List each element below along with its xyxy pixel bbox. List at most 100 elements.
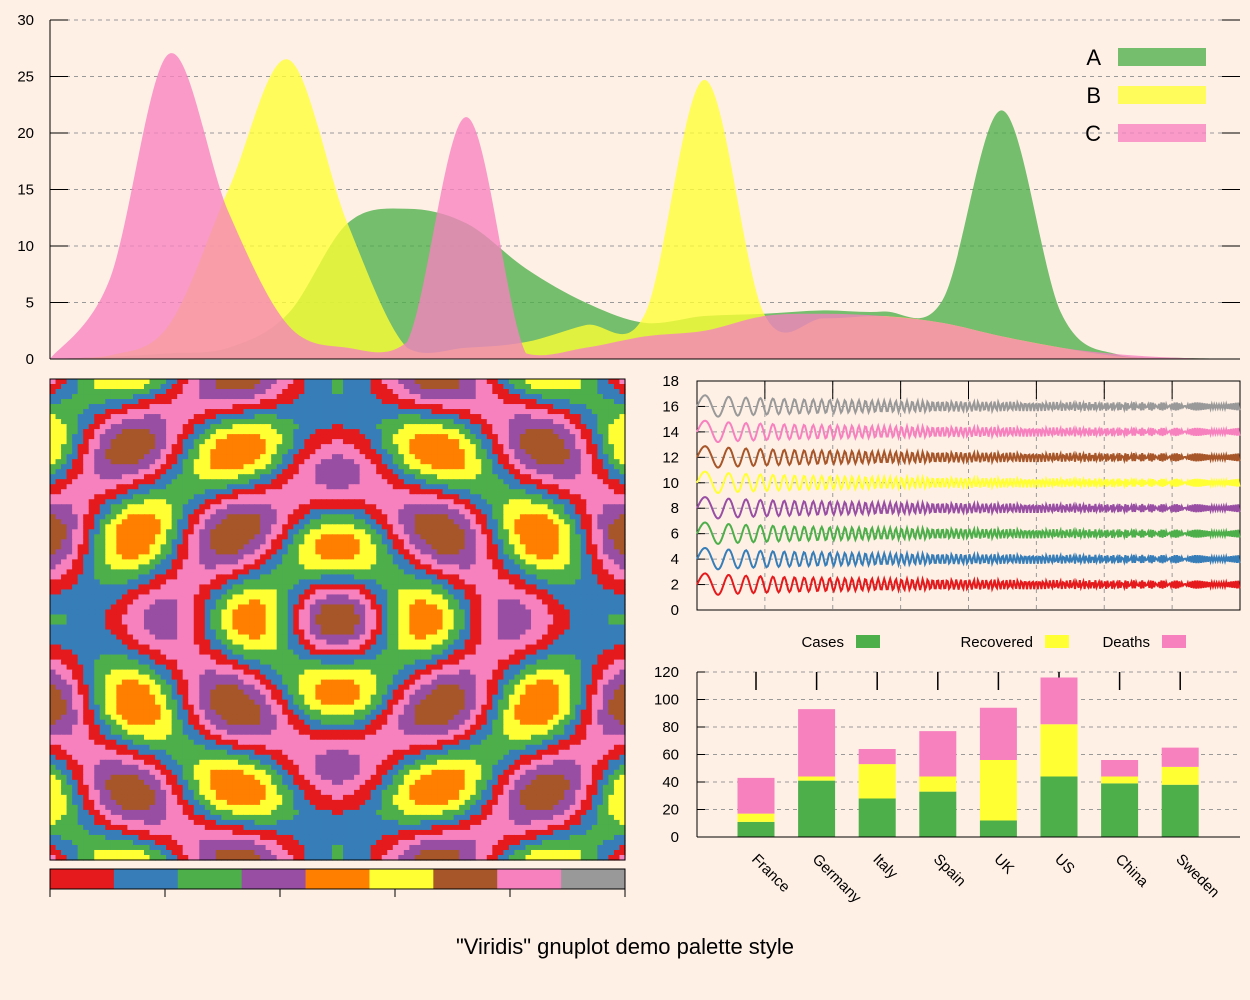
heatmap-cell (254, 544, 261, 550)
heatmap-cell (110, 424, 117, 430)
heatmap-cell (254, 399, 261, 405)
heatmap-cell (591, 494, 598, 500)
heatmap-cell (221, 584, 228, 591)
heatmap-cell (315, 494, 322, 500)
heatmap-cell (536, 464, 543, 470)
heatmap-cell (464, 454, 471, 460)
heatmap-cell (304, 449, 311, 455)
heatmap-cell (155, 499, 162, 505)
heatmap-cell (204, 484, 211, 490)
heatmap-cell (425, 559, 433, 565)
heatmap-cell (381, 514, 388, 520)
heatmap-cell (320, 419, 328, 425)
heatmap-cell (249, 544, 256, 550)
heatmap-cell (580, 524, 587, 530)
heatmap-cell (226, 404, 234, 410)
heatmap-cell (608, 379, 615, 385)
heatmap-cell (121, 559, 129, 565)
heatmap-cell (398, 574, 405, 581)
heatmap-cell (260, 534, 267, 540)
heatmap-cell (531, 409, 538, 415)
heatmap-cell (110, 564, 117, 570)
heatmap-cell (492, 444, 499, 450)
heatmap-cell (470, 444, 477, 450)
heatmap-cell (83, 604, 90, 611)
heatmap-cell (287, 489, 294, 495)
heatmap-cell (50, 604, 57, 611)
heatmap-cell (354, 554, 361, 560)
heatmap-cell (61, 579, 68, 586)
heatmap-cell (519, 384, 527, 390)
heatmap-cell (425, 529, 433, 535)
heatmap-cell (88, 534, 95, 540)
heatmap-cell (143, 564, 151, 570)
heatmap-cell (193, 584, 200, 591)
heatmap-cell (132, 419, 140, 425)
heatmap-cell (315, 419, 322, 425)
heatmap-cell (331, 549, 339, 555)
heatmap-cell (326, 544, 333, 550)
heatmap-cell (210, 554, 217, 560)
heatmap-cell (348, 584, 355, 591)
heatmap-cell (348, 479, 355, 485)
heatmap-cell (370, 559, 377, 565)
heatmap-cell (569, 499, 576, 505)
heatmap-cell (88, 614, 95, 621)
heatmap-cell (414, 494, 422, 500)
heatmap-cell (387, 609, 394, 616)
heatmap-cell (132, 429, 140, 435)
heatmap-cell (260, 434, 267, 440)
heatmap-cell (149, 609, 156, 616)
heatmap-cell (359, 404, 366, 410)
heatmap-cell (193, 614, 200, 621)
heatmap-cell (182, 489, 189, 495)
heatmap-cell (160, 494, 167, 500)
heatmap-cell (497, 554, 504, 560)
heatmap-cell (243, 494, 250, 500)
heatmap-cell (199, 614, 206, 621)
heatmap-cell (221, 459, 228, 465)
heatmap-cell (343, 509, 350, 515)
heatmap-cell (359, 579, 366, 586)
heatmap-cell (199, 414, 206, 420)
heatmap-cell (569, 609, 576, 616)
heatmap-cell (155, 554, 162, 560)
heatmap-cell (77, 389, 84, 395)
heatmap-cell (182, 554, 189, 560)
heatmap-cell (359, 469, 366, 475)
heatmap-cell (160, 549, 167, 555)
heatmap-cell (425, 454, 433, 460)
heatmap-cell (514, 394, 521, 400)
heatmap-cell (304, 579, 311, 586)
heatmap-cell (105, 514, 112, 520)
heatmap-cell (381, 489, 388, 495)
heatmap-cell (55, 389, 62, 395)
heatmap-cell (287, 384, 294, 390)
heatmap-cell (376, 484, 383, 490)
heatmap-cell (547, 389, 554, 395)
heatmap-cell (55, 399, 62, 405)
heatmap-cell (608, 559, 615, 565)
heatmap-cell (448, 514, 455, 520)
heatmap-cell (121, 444, 129, 450)
heatmap-cell (193, 384, 200, 390)
heatmap-cell (564, 554, 571, 560)
heatmap-cell (403, 384, 410, 390)
heatmap-cell (437, 589, 444, 596)
heatmap-cell (354, 604, 361, 611)
heatmap-cell (569, 439, 576, 445)
heatmap-cell (72, 379, 79, 385)
heatmap-cell (121, 614, 129, 621)
heatmap-cell (337, 414, 344, 420)
heatmap-cell (425, 484, 433, 490)
heatmap-cell (387, 499, 394, 505)
heatmap-cell (514, 469, 521, 475)
heatmap-cell (298, 519, 305, 525)
heatmap-cell (359, 569, 366, 576)
heatmap-cell (326, 614, 333, 621)
heatmap-cell (160, 459, 167, 465)
heatmap-cell (199, 514, 206, 520)
heatmap-cell (298, 604, 305, 611)
heatmap-cell (459, 549, 466, 555)
heatmap-cell (320, 439, 328, 445)
